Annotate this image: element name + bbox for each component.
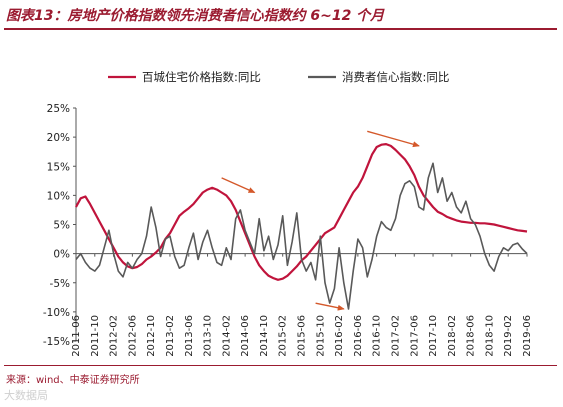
- x-tick-label: 2017-10: [428, 315, 439, 357]
- x-tick-label: 2017-02: [390, 315, 401, 357]
- x-tick-label: 2015-10: [315, 315, 326, 357]
- x-tick-label: 2013-02: [165, 315, 176, 357]
- watermark: 大数据局: [4, 389, 48, 402]
- x-tick-label: 2014-02: [221, 315, 232, 357]
- x-tick-label: 2018-10: [484, 315, 495, 357]
- x-tick-label: 2013-06: [184, 315, 195, 357]
- footer-rule: [4, 365, 557, 366]
- y-tick-label: 15%: [47, 161, 70, 173]
- x-tick-label: 2015-02: [278, 315, 289, 357]
- x-tick-label: 2015-06: [297, 315, 308, 357]
- x-tick-label: 2017-06: [409, 315, 420, 357]
- title-rule: [4, 28, 557, 30]
- trend-arrow-2: [315, 302, 345, 311]
- x-tick-label: 2014-06: [240, 315, 251, 357]
- x-tick-label: 2012-06: [127, 315, 138, 357]
- x-tick-label: 2018-02: [447, 315, 458, 357]
- series-line-2: [75, 162, 528, 310]
- chart-title: 图表13：房地产价格指数领先消费者信心指数约 6~12 个月: [6, 8, 385, 24]
- y-tick-label: -5%: [50, 278, 70, 290]
- y-tick-label: -15%: [43, 336, 70, 348]
- x-tick-label: 2019-02: [503, 315, 514, 357]
- y-tick-label: 5%: [53, 220, 70, 232]
- x-tick-label: 2012-10: [146, 315, 157, 357]
- y-tick-label: 20%: [47, 132, 70, 144]
- x-tick-label: 2012-02: [109, 315, 120, 357]
- legend-label-1: 百城住宅价格指数:同比: [142, 70, 261, 84]
- chart-annotations: [221, 130, 420, 311]
- x-tick-label: 2016-02: [334, 315, 345, 357]
- x-tick-label: 2011-10: [90, 315, 101, 357]
- x-tick-label: 2016-06: [353, 315, 364, 357]
- y-tick-label: 10%: [47, 190, 70, 202]
- line-chart: 百城住宅价格指数:同比 消费者信心指数:同比 25% 20% 15% 10% 5% 0% -5…: [43, 70, 533, 357]
- y-tick-label: 0%: [53, 249, 70, 261]
- x-tick-label: 2018-06: [466, 315, 477, 357]
- source-note: 来源：wind、中泰证券研究所: [6, 375, 140, 386]
- legend-label-2: 消费者信心指数:同比: [342, 70, 449, 84]
- y-tick-label: -10%: [43, 307, 70, 319]
- x-tick-label: 2013-10: [203, 315, 214, 357]
- chart-legend: 百城住宅价格指数:同比 消费者信心指数:同比: [108, 70, 449, 84]
- x-tick-label: 2014-10: [259, 315, 270, 357]
- trend-arrow-1: [221, 177, 256, 194]
- x-tick-label: 2016-10: [372, 315, 383, 357]
- y-tick-label: 25%: [47, 103, 70, 115]
- trend-arrow-3: [367, 130, 420, 148]
- chart-plot-area: [75, 143, 528, 310]
- chart-axes: 25% 20% 15% 10% 5% 0% -5% -10% -15% 2011-06 2011-1…: [43, 103, 533, 357]
- x-tick-label: 2019-06: [522, 315, 533, 357]
- x-tick-label: 2011-06: [71, 315, 82, 357]
